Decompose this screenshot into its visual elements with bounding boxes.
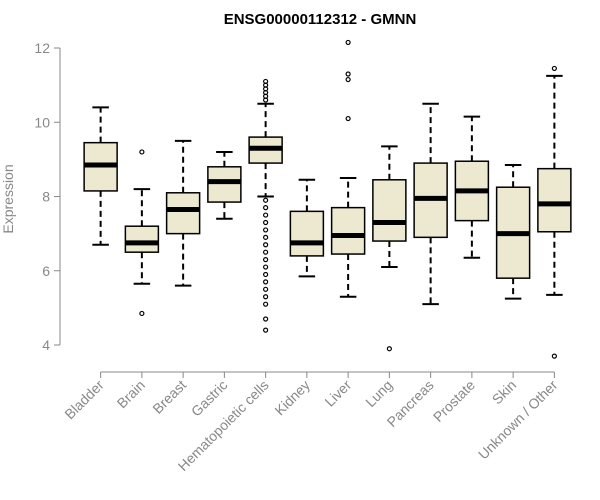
x-tick-label: Breast xyxy=(149,377,189,417)
outlier-point xyxy=(551,65,557,72)
outlier-point xyxy=(263,197,269,203)
x-tick-label: Kidney xyxy=(271,377,313,419)
chart-title: ENSG00000112312 - GMNN xyxy=(224,11,417,28)
y-axis: 4 6 8 10 12 xyxy=(34,40,61,353)
box-lung xyxy=(372,145,407,352)
outlier-point xyxy=(263,294,269,300)
outlier-point xyxy=(263,234,269,240)
box-body xyxy=(330,206,366,255)
box-gastric xyxy=(207,150,242,220)
box-series xyxy=(83,39,572,359)
outlier-point xyxy=(263,97,269,103)
x-tick-label: Liver xyxy=(321,377,354,410)
outlier-point xyxy=(263,279,269,285)
outlier-point xyxy=(263,219,269,226)
box-body xyxy=(537,167,572,233)
y-tick-label: 6 xyxy=(42,263,50,279)
box-liver xyxy=(330,39,366,298)
box-breast xyxy=(165,139,201,287)
outlier-point xyxy=(263,257,269,263)
box-kidney xyxy=(289,178,325,278)
outlier-point xyxy=(263,286,269,292)
outlier-point xyxy=(263,327,269,333)
box-unknown-other xyxy=(537,65,572,359)
x-tick-label: Skin xyxy=(489,377,520,408)
outlier-point xyxy=(551,353,557,359)
outlier-point xyxy=(345,71,351,77)
box-body xyxy=(124,225,160,253)
outlier-point xyxy=(263,205,269,211)
outlier-point xyxy=(263,271,269,278)
x-tick-label: Bladder xyxy=(61,377,107,423)
box-brain xyxy=(124,149,160,317)
box-body xyxy=(372,179,407,242)
x-tick-label: Brain xyxy=(114,377,148,411)
outlier-point xyxy=(345,39,351,46)
y-tick-label: 4 xyxy=(42,337,50,353)
outlier-point xyxy=(263,316,269,322)
box-pancreas xyxy=(413,102,448,306)
box-skin xyxy=(495,163,531,300)
box-prostate xyxy=(454,115,490,259)
box-bladder xyxy=(83,106,118,246)
x-tick-label: Prostate xyxy=(430,377,478,425)
outlier-point xyxy=(263,242,269,248)
x-tick-label: Lung xyxy=(362,377,395,410)
box-body xyxy=(207,166,242,203)
box-body xyxy=(289,210,325,257)
y-tick-label: 12 xyxy=(34,40,50,56)
outlier-point xyxy=(263,264,269,270)
outlier-point xyxy=(386,346,392,352)
outlier-point xyxy=(263,301,269,307)
outlier-point xyxy=(263,212,269,218)
outlier-point xyxy=(139,310,145,317)
outlier-point xyxy=(345,76,351,83)
outlier-point xyxy=(263,249,269,255)
outlier-point xyxy=(263,227,269,233)
y-tick-label: 10 xyxy=(34,114,50,130)
y-axis-label: Expression xyxy=(0,164,16,233)
outlier-point xyxy=(139,149,145,155)
box-body xyxy=(165,192,201,235)
box-hematopoietic-cells xyxy=(248,78,283,333)
outlier-point xyxy=(345,115,351,122)
y-tick-label: 8 xyxy=(42,189,50,205)
